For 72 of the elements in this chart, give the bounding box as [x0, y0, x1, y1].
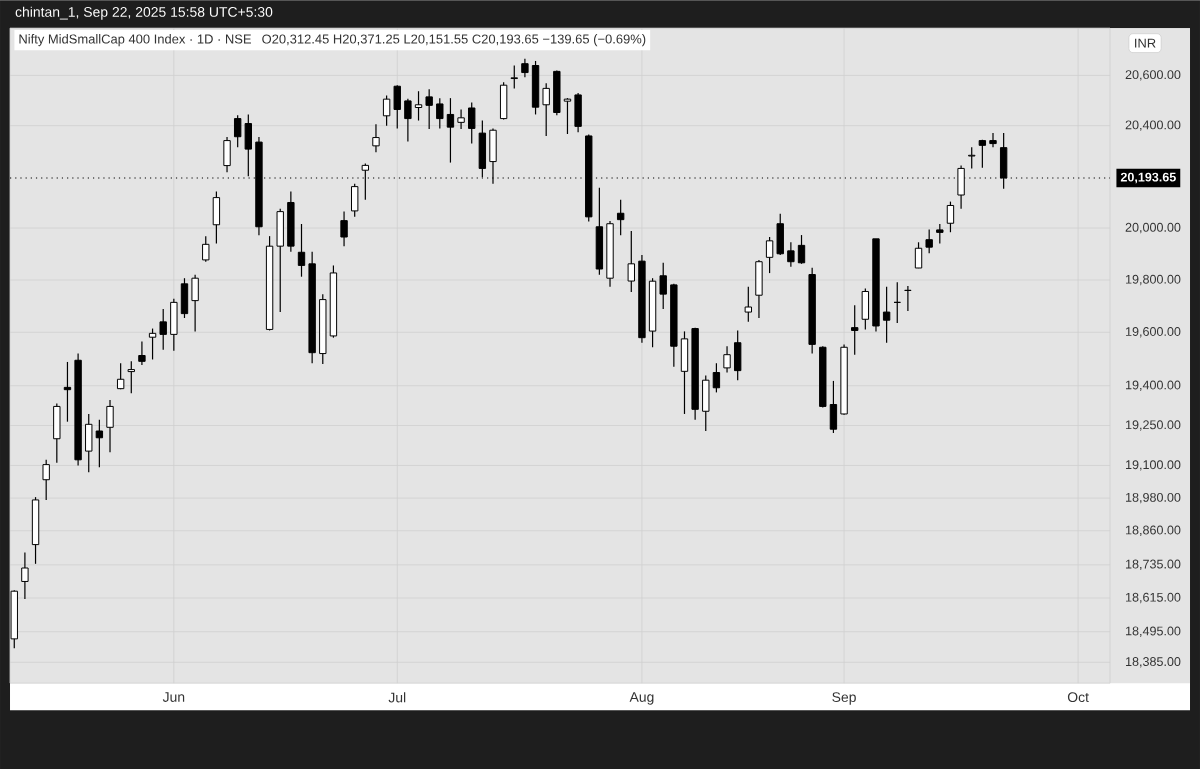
chart-subtitle: O20,312.45 H20,371.25 L20,151.55 C20,193.65 −139.65 (−0.69%) — [262, 34, 646, 47]
candlestick — [468, 101, 476, 145]
candlestick — [797, 234, 806, 265]
x-tick-label: Sep — [832, 692, 856, 705]
y-tick-label: 19,800.00 — [1126, 274, 1181, 286]
candlestick — [510, 64, 518, 89]
candlestick — [138, 340, 146, 366]
candlestick — [159, 308, 167, 351]
candlestick — [904, 285, 912, 312]
candlestick — [457, 108, 465, 130]
candlestick — [978, 139, 987, 169]
y-tick-label: 18,385.00 — [1126, 657, 1181, 668]
candlestick — [233, 114, 242, 148]
y-tick-label: 20,000.00 — [1125, 222, 1181, 234]
candlestick — [914, 241, 923, 269]
candlestick — [116, 362, 125, 390]
candlestick — [95, 418, 104, 468]
candlestick — [191, 274, 199, 332]
candlestick — [521, 57, 529, 78]
candlestick — [712, 362, 721, 393]
candlestick — [882, 286, 891, 344]
y-tick-label: 19,600.00 — [1126, 327, 1181, 338]
candlestick — [425, 88, 433, 130]
y-tick-label: 20,400.00 — [1125, 120, 1181, 131]
candlestick — [989, 132, 997, 148]
ref-line-label: 20,193.65 — [1120, 172, 1176, 184]
candlestick — [42, 459, 50, 501]
y-tick-label: 18,860.00 — [1126, 525, 1181, 536]
candlestick — [723, 345, 731, 374]
candlestick — [542, 82, 550, 137]
candlestick — [744, 286, 753, 323]
y-tick-label: 18,615.00 — [1126, 592, 1181, 604]
candlestick — [936, 223, 944, 244]
y-tick-label: 20,600.00 — [1125, 70, 1181, 81]
candlestick — [414, 90, 423, 122]
candlestick — [148, 327, 157, 361]
candlestick — [382, 94, 391, 127]
x-tick-label: Jun — [162, 692, 185, 702]
candlestick — [202, 235, 210, 263]
candlestick — [436, 97, 444, 129]
candlestick — [659, 262, 667, 310]
x-tick-label: Oct — [1067, 692, 1089, 702]
candlestick — [765, 236, 774, 274]
candlestick — [106, 399, 114, 453]
candlestick — [925, 228, 933, 254]
y-tick-label: 19,250.00 — [1126, 420, 1181, 431]
candlestick — [946, 200, 955, 233]
candlestick — [393, 84, 401, 129]
candlestick — [361, 162, 370, 201]
y-tick-label: 19,100.00 — [1126, 460, 1181, 471]
candlestick — [968, 146, 976, 169]
candlestick — [851, 304, 859, 356]
y-tick-label: 18,735.00 — [1126, 559, 1181, 570]
candlestick — [616, 198, 625, 236]
candlestick — [127, 360, 135, 394]
candlestick — [297, 223, 306, 278]
candlestick — [340, 210, 348, 247]
candlestick — [372, 123, 380, 153]
y-axis-title: INR — [1135, 38, 1156, 48]
x-tick-label: Aug — [629, 692, 654, 705]
text: chintan_1, Sep 22, 2025 15:58 UTC+5:30 — [15, 6, 273, 20]
candlestick — [627, 230, 635, 293]
candlestick — [563, 97, 572, 135]
candlestick — [21, 551, 29, 600]
y-tick-label: 18,495.00 — [1126, 626, 1181, 637]
candlestick — [404, 98, 412, 143]
x-tick-label: Jul — [388, 692, 406, 703]
candlestick — [787, 241, 795, 268]
candlestick — [446, 97, 455, 164]
y-tick-label: 18,980.00 — [1126, 492, 1181, 504]
y-tick-label: 19,400.00 — [1126, 380, 1181, 391]
chart-title: Nifty MidSmallCap 400 Index · 1D · NSE — [19, 34, 251, 47]
